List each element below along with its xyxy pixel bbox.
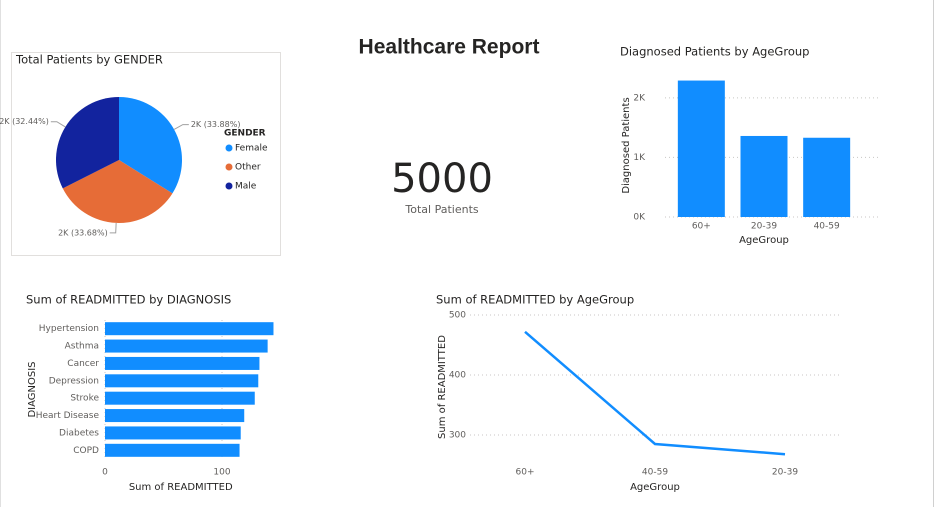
bar bbox=[105, 339, 268, 353]
bar bbox=[105, 443, 240, 457]
data-label: 2K (33.68%) bbox=[58, 228, 108, 237]
chart-title: Sum of READMITTED by AgeGroup bbox=[436, 293, 634, 307]
legend-swatch bbox=[225, 163, 233, 171]
bar bbox=[105, 409, 245, 423]
pie-slice bbox=[55, 97, 119, 189]
y-axis-title: DIAGNOSIS bbox=[27, 361, 38, 417]
y-tick-label: Cancer bbox=[67, 359, 99, 369]
pie-slice bbox=[119, 97, 183, 194]
chart-title: Diagnosed Patients by AgeGroup bbox=[620, 45, 809, 59]
x-tick-label: 20-39 bbox=[772, 468, 798, 478]
data-label: 2K (33.88%) bbox=[191, 120, 241, 129]
pie-slice bbox=[62, 160, 173, 224]
y-tick-label: 400 bbox=[449, 371, 466, 381]
bar bbox=[105, 322, 274, 336]
legend-swatch bbox=[225, 182, 233, 190]
legend-label: Female bbox=[235, 144, 268, 154]
legend-label: Male bbox=[235, 182, 257, 192]
legend-title: GENDER bbox=[224, 129, 266, 139]
y-tick-label: 2K bbox=[633, 93, 646, 103]
bar bbox=[105, 374, 259, 388]
data-label: 2K (32.44%) bbox=[0, 117, 49, 126]
y-tick-label: 500 bbox=[449, 311, 466, 321]
x-axis-title: AgeGroup bbox=[630, 482, 680, 493]
chart-title: Total Patients by GENDER bbox=[15, 53, 163, 67]
y-tick-label: Hypertension bbox=[39, 324, 99, 334]
y-axis-title: Diagnosed Patients bbox=[621, 97, 632, 193]
bar bbox=[677, 80, 725, 217]
bar bbox=[105, 356, 260, 370]
y-tick-label: COPD bbox=[73, 446, 99, 456]
y-tick-label: Asthma bbox=[65, 342, 99, 352]
line bbox=[524, 330, 786, 456]
card-value: 5000 bbox=[391, 156, 493, 202]
x-tick-label: 40-59 bbox=[814, 222, 840, 232]
leader-line bbox=[50, 121, 66, 128]
report-title: Healthcare Report bbox=[359, 36, 540, 59]
y-tick-label: Diabetes bbox=[59, 428, 99, 438]
bar bbox=[105, 426, 241, 440]
legend-swatch bbox=[225, 144, 233, 152]
x-tick-label: 40-59 bbox=[642, 468, 668, 478]
legend-label: Other bbox=[235, 163, 261, 173]
x-tick-label: 60+ bbox=[516, 468, 535, 478]
leader-line bbox=[109, 222, 117, 234]
y-tick-label: Stroke bbox=[70, 394, 99, 404]
leader-line bbox=[173, 124, 189, 130]
y-tick-label: 300 bbox=[449, 431, 466, 441]
bar bbox=[105, 391, 255, 405]
x-axis-title: Sum of READMITTED bbox=[129, 482, 233, 493]
x-tick-label: 0 bbox=[102, 468, 108, 478]
y-tick-label: 0K bbox=[633, 213, 646, 223]
y-axis-title: Sum of READMITTED bbox=[437, 335, 448, 439]
y-tick-label: 1K bbox=[633, 153, 646, 163]
x-tick-label: 60+ bbox=[692, 222, 711, 232]
x-tick-label: 100 bbox=[213, 468, 230, 478]
chart-title: Sum of READMITTED by DIAGNOSIS bbox=[26, 293, 231, 307]
y-tick-label: Depression bbox=[49, 376, 99, 386]
x-axis-title: AgeGroup bbox=[739, 235, 789, 246]
y-tick-label: Heart Disease bbox=[36, 411, 100, 421]
x-tick-label: 20-39 bbox=[751, 222, 777, 232]
card-label: Total Patients bbox=[404, 203, 478, 216]
pie-panel-border bbox=[11, 52, 281, 256]
bar bbox=[803, 137, 851, 217]
bar bbox=[740, 135, 788, 217]
